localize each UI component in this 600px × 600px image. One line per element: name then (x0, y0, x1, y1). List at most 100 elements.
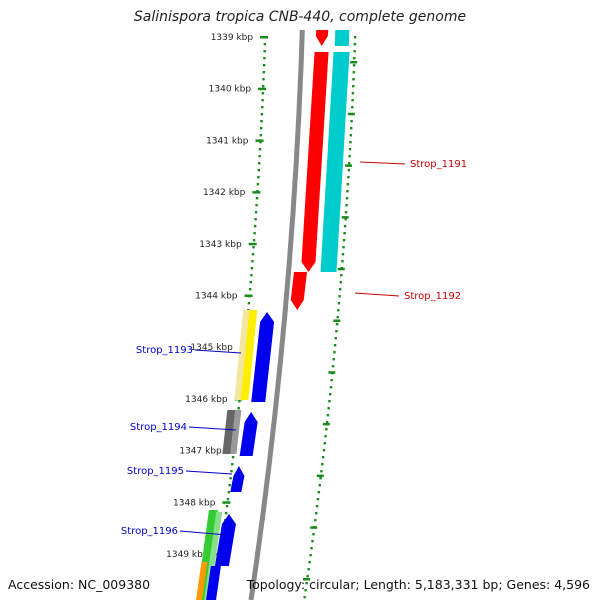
rail-dot (315, 505, 319, 508)
rail-dot (330, 379, 333, 382)
rail-dot (342, 239, 346, 242)
rail-dot (314, 519, 317, 522)
rail-dot (312, 533, 315, 536)
rail-dot (262, 71, 266, 74)
kbp-tick-mark-right (328, 371, 336, 374)
rail-dot (345, 197, 349, 200)
cds-strop-1195 (230, 466, 245, 492)
rail-dot (309, 554, 312, 557)
rail-dot (335, 330, 338, 333)
kbp-tick-mark (244, 294, 253, 297)
rail-dot (328, 393, 332, 396)
rail-dot (251, 253, 255, 256)
kbp-ticks: 1339 kbp 1340 kbp 1341 kbp 1342 kbp 1343 kbp… (166, 33, 358, 581)
rail-dot (311, 540, 314, 543)
rail-dot (257, 169, 261, 172)
rail-dot (351, 92, 355, 95)
rail-dot (337, 309, 340, 312)
rail-dot (260, 113, 264, 116)
rail-dot (340, 274, 343, 277)
cds-strop-1193 (251, 312, 275, 402)
rail-dot (259, 127, 263, 130)
rail-dot (306, 575, 309, 578)
rail-dot (261, 106, 264, 109)
blast-light-grey (230, 410, 242, 454)
rail-dot (317, 491, 321, 494)
cds-red-segment (315, 30, 329, 46)
rail-dot (255, 204, 258, 207)
rail-dot (262, 64, 266, 67)
rail-dot (255, 197, 259, 200)
kbp-tick-label: 1340 kbp (209, 85, 252, 95)
blast-yellow (240, 310, 258, 400)
rail-dot (238, 400, 241, 403)
rail-dot (353, 50, 356, 53)
kbp-tick-label: 1344 kbp (195, 292, 238, 302)
rail-dot (254, 218, 257, 221)
rail-dot (353, 36, 357, 39)
rail-dot (348, 155, 351, 158)
rail-dot (263, 50, 266, 53)
rail-dot (258, 162, 261, 165)
rail-dot (253, 232, 256, 235)
rail-dot (327, 407, 330, 410)
kbp-tick-mark (255, 139, 264, 142)
kbp-tick-label: 1342 kbp (203, 188, 246, 198)
rail-dot (252, 239, 256, 242)
rail-dot (333, 344, 337, 347)
gene-label-strop_1195: Strop_1195 (127, 466, 184, 477)
blast-grey (222, 410, 236, 454)
rail-dot (262, 85, 265, 88)
cds-strop-1191 (301, 52, 329, 272)
blast-pale-yellow (234, 310, 252, 400)
rail-dot (258, 155, 261, 158)
rail-dot (332, 358, 335, 361)
blast-orange (196, 562, 208, 600)
rail-dot (316, 498, 320, 501)
accession-label: Accession: NC_009380 (8, 577, 151, 592)
rail-dot (320, 470, 323, 473)
rail-dot (338, 288, 342, 291)
rail-dot (324, 435, 327, 438)
rail-dot (349, 141, 352, 144)
cds-strop-1192 (290, 272, 307, 310)
rail-dot (229, 477, 232, 480)
rail-dot (346, 183, 350, 186)
rail-dot (341, 260, 344, 263)
kbp-tick-mark-right (337, 267, 345, 271)
rail-dot (321, 463, 324, 466)
gene-label-strop_1191: Strop_1191 (410, 159, 467, 170)
rail-dot (343, 225, 347, 228)
kbp-tick-label: 1343 kbp (199, 240, 242, 250)
kbp-tick-mark-right (347, 112, 355, 116)
rail-dot (260, 120, 263, 123)
rail-dot (250, 274, 253, 277)
rail-dot (351, 99, 354, 102)
rail-dot (257, 176, 260, 179)
genome-stats-label: Topology: circular; Length: 5,183,331 bp… (246, 577, 590, 592)
kbp-tick-mark-right (322, 422, 330, 426)
rail-dot (225, 505, 229, 508)
rail-dot (247, 302, 251, 305)
kbp-tick-label: 1339 kbp (211, 33, 254, 43)
rail-dot (303, 596, 306, 599)
rail-dot (310, 547, 313, 550)
rail-dot (339, 281, 342, 284)
rail-dot (349, 127, 353, 130)
kbp-tick-mark (222, 501, 231, 504)
cds-strop-1196 (214, 514, 236, 566)
gene-leader-line (194, 349, 242, 354)
kbp-tick-label: 1348 kbp (173, 498, 216, 508)
rail-dot (349, 134, 353, 137)
rail-dot (254, 211, 258, 214)
kbp-tick-mark (248, 242, 257, 246)
rail-dot (308, 561, 311, 564)
rail-dot (251, 260, 254, 263)
kbp-tick-mark-right (333, 319, 341, 322)
rail-dot (343, 232, 346, 235)
rail-dot (335, 323, 339, 326)
rail-dot (353, 43, 357, 46)
rail-dot (329, 386, 333, 389)
rail-dot (227, 491, 231, 494)
